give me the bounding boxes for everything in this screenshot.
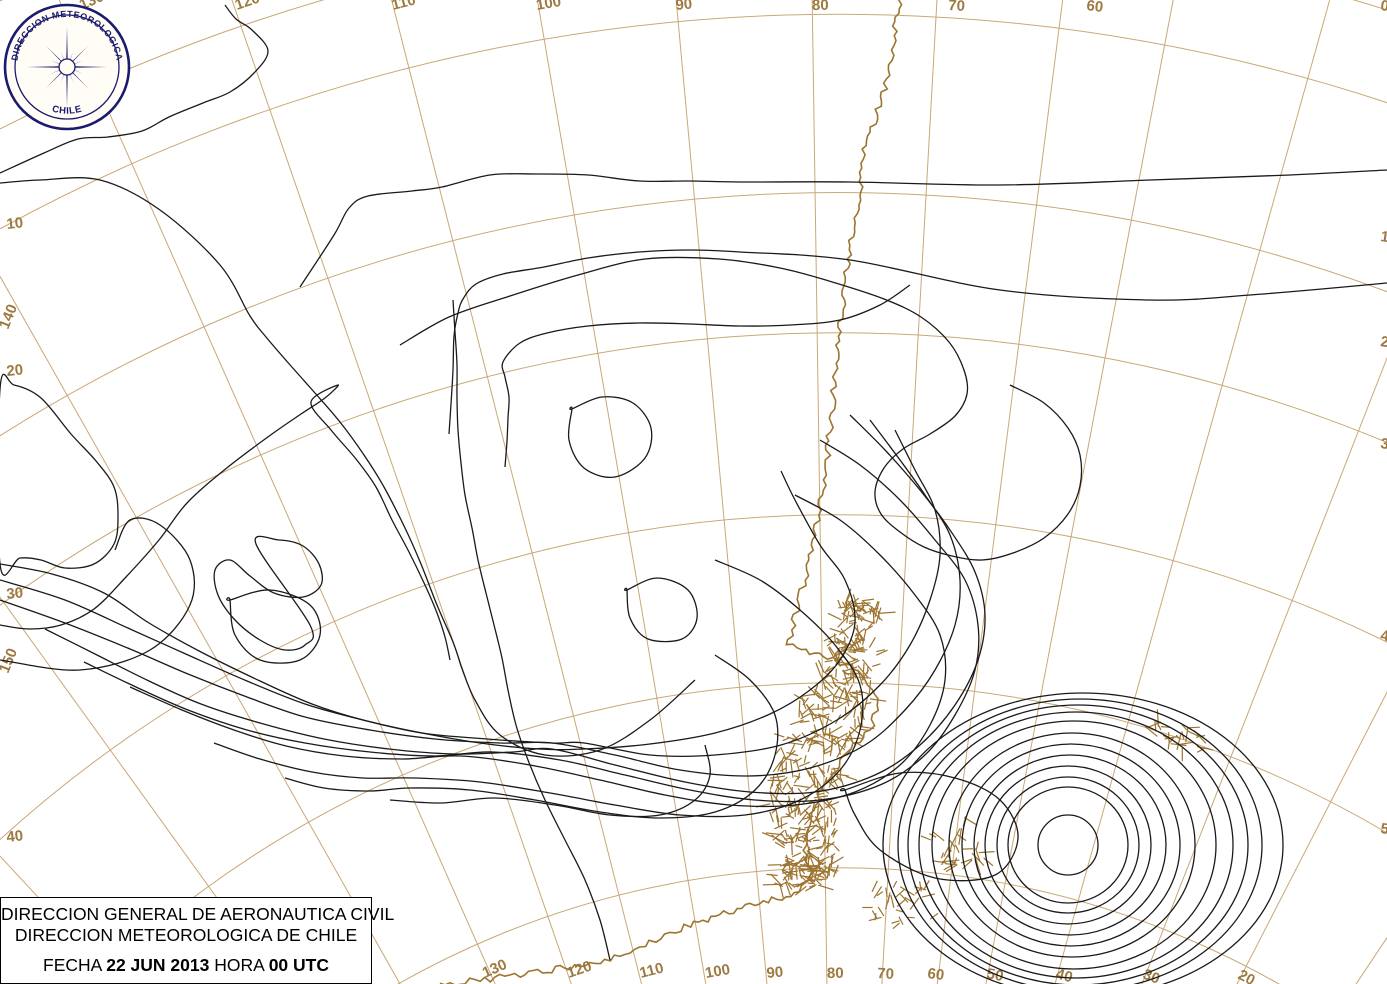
svg-text:50: 50 [1379,820,1387,839]
svg-text:60: 60 [1085,0,1104,16]
svg-text:30: 30 [6,584,24,603]
svg-text:30: 30 [1379,435,1387,454]
svg-text:70: 70 [948,0,966,15]
svg-text:100: 100 [535,0,563,14]
svg-text:110: 110 [390,0,418,14]
svg-text:20: 20 [1379,333,1387,352]
svg-text:10: 10 [1379,228,1387,247]
svg-text:80: 80 [827,965,844,982]
svg-text:20: 20 [1235,966,1258,984]
svg-text:40: 40 [6,827,24,846]
svg-text:70: 70 [877,965,895,983]
svg-text:80: 80 [812,0,829,14]
svg-text:10: 10 [6,214,24,233]
svg-text:40: 40 [1379,627,1387,646]
svg-text:90: 90 [766,964,784,982]
svg-text:0: 0 [1379,0,1387,15]
svg-text:110: 110 [638,959,666,981]
svg-text:90: 90 [675,0,693,14]
svg-text:140: 140 [0,302,21,332]
svg-text:60: 60 [926,965,945,984]
svg-text:20: 20 [6,361,24,380]
svg-text:100: 100 [704,961,732,982]
svg-text:120: 120 [233,0,262,14]
